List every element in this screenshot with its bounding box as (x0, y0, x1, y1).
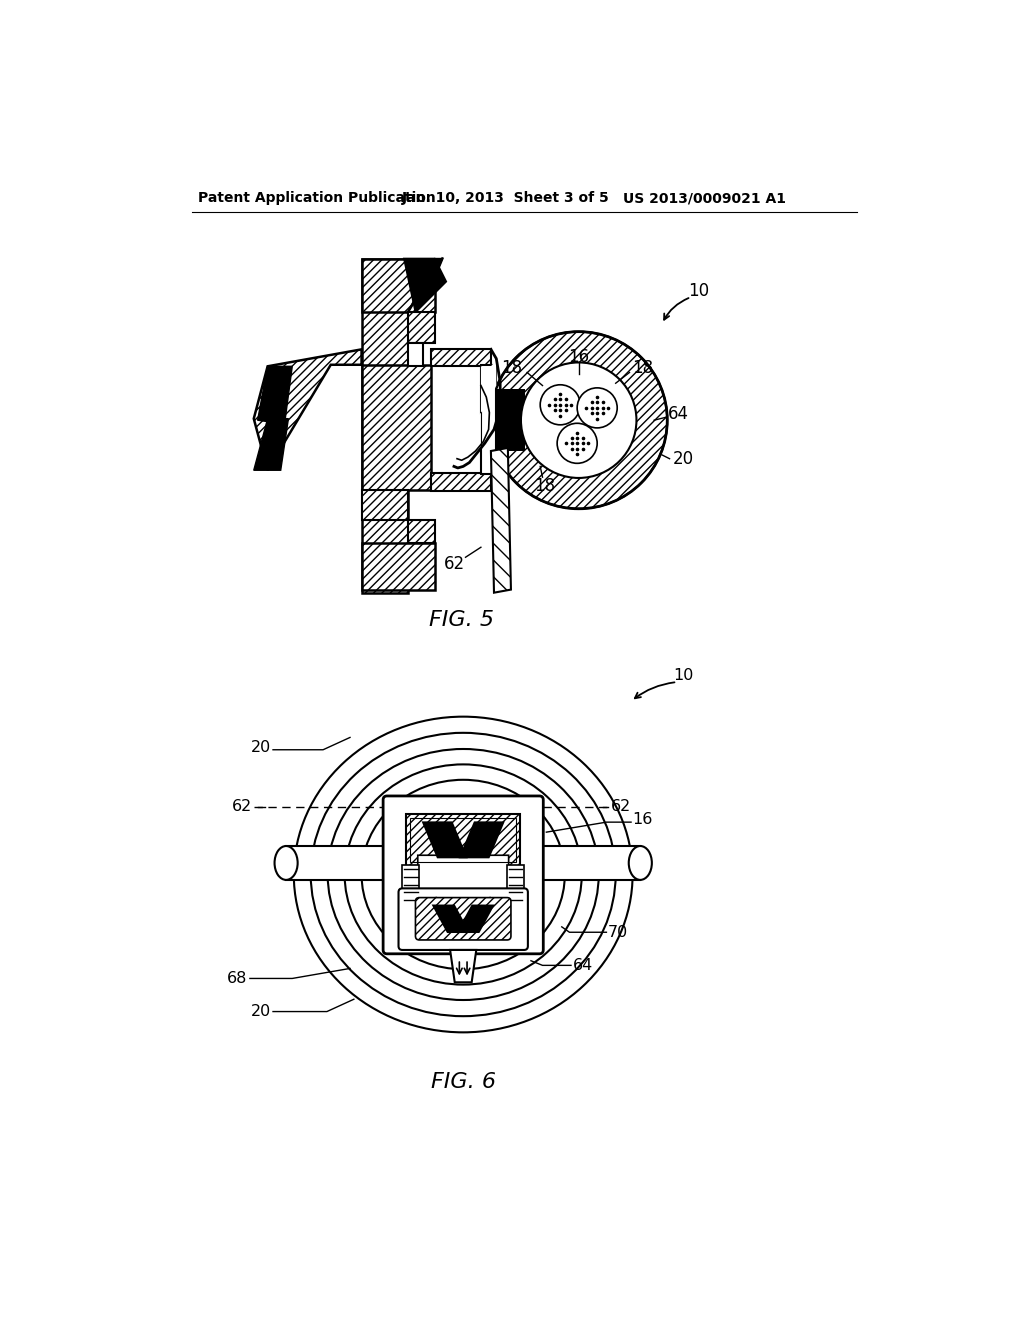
Text: FIG. 5: FIG. 5 (429, 610, 495, 631)
Text: 64: 64 (573, 958, 594, 973)
Polygon shape (254, 418, 289, 470)
Text: 16: 16 (633, 812, 653, 826)
FancyBboxPatch shape (383, 796, 544, 954)
Polygon shape (407, 855, 520, 898)
Text: FIG. 6: FIG. 6 (431, 1072, 496, 1093)
Polygon shape (258, 367, 292, 424)
Text: Jan. 10, 2013  Sheet 3 of 5: Jan. 10, 2013 Sheet 3 of 5 (401, 191, 609, 206)
Polygon shape (454, 360, 497, 447)
Polygon shape (408, 520, 435, 544)
Polygon shape (403, 259, 446, 313)
Bar (402, 866, 419, 906)
Text: 62: 62 (232, 799, 252, 814)
Polygon shape (408, 259, 442, 313)
Bar (410, 817, 516, 862)
Polygon shape (432, 904, 470, 933)
Polygon shape (408, 313, 435, 343)
Text: 62: 62 (443, 556, 465, 573)
Circle shape (490, 331, 668, 508)
Polygon shape (431, 473, 490, 491)
Ellipse shape (274, 846, 298, 880)
FancyBboxPatch shape (398, 888, 528, 950)
Polygon shape (481, 364, 497, 474)
Text: 10: 10 (673, 668, 693, 684)
Polygon shape (361, 364, 431, 490)
Text: 10: 10 (688, 282, 710, 300)
Bar (407, 813, 520, 866)
Text: 16: 16 (568, 348, 589, 366)
Text: 18: 18 (632, 359, 653, 376)
Polygon shape (361, 259, 408, 594)
Polygon shape (490, 447, 511, 593)
Text: Patent Application Publication: Patent Application Publication (199, 191, 436, 206)
Text: 18: 18 (501, 359, 522, 376)
Ellipse shape (629, 846, 652, 880)
Polygon shape (457, 904, 495, 933)
Polygon shape (459, 821, 505, 858)
Text: 20: 20 (673, 450, 694, 467)
Text: 70: 70 (608, 925, 628, 940)
Text: 20: 20 (251, 1005, 270, 1019)
Text: 62: 62 (611, 799, 631, 814)
Polygon shape (361, 544, 435, 590)
Polygon shape (540, 846, 640, 880)
Polygon shape (431, 350, 490, 367)
Polygon shape (286, 846, 387, 880)
Text: 18: 18 (535, 477, 555, 495)
Polygon shape (422, 821, 468, 858)
Polygon shape (361, 259, 435, 313)
Circle shape (557, 424, 597, 463)
Polygon shape (492, 389, 524, 451)
Text: 20: 20 (251, 741, 270, 755)
Bar (507, 866, 524, 906)
Polygon shape (361, 490, 408, 520)
Text: US 2013/0009021 A1: US 2013/0009021 A1 (624, 191, 786, 206)
Text: 68: 68 (227, 972, 248, 986)
Text: 64: 64 (669, 405, 689, 422)
Circle shape (521, 363, 637, 478)
Polygon shape (451, 950, 476, 982)
FancyBboxPatch shape (416, 898, 511, 940)
Polygon shape (408, 343, 423, 367)
Polygon shape (254, 350, 361, 470)
Circle shape (578, 388, 617, 428)
Circle shape (541, 385, 581, 425)
